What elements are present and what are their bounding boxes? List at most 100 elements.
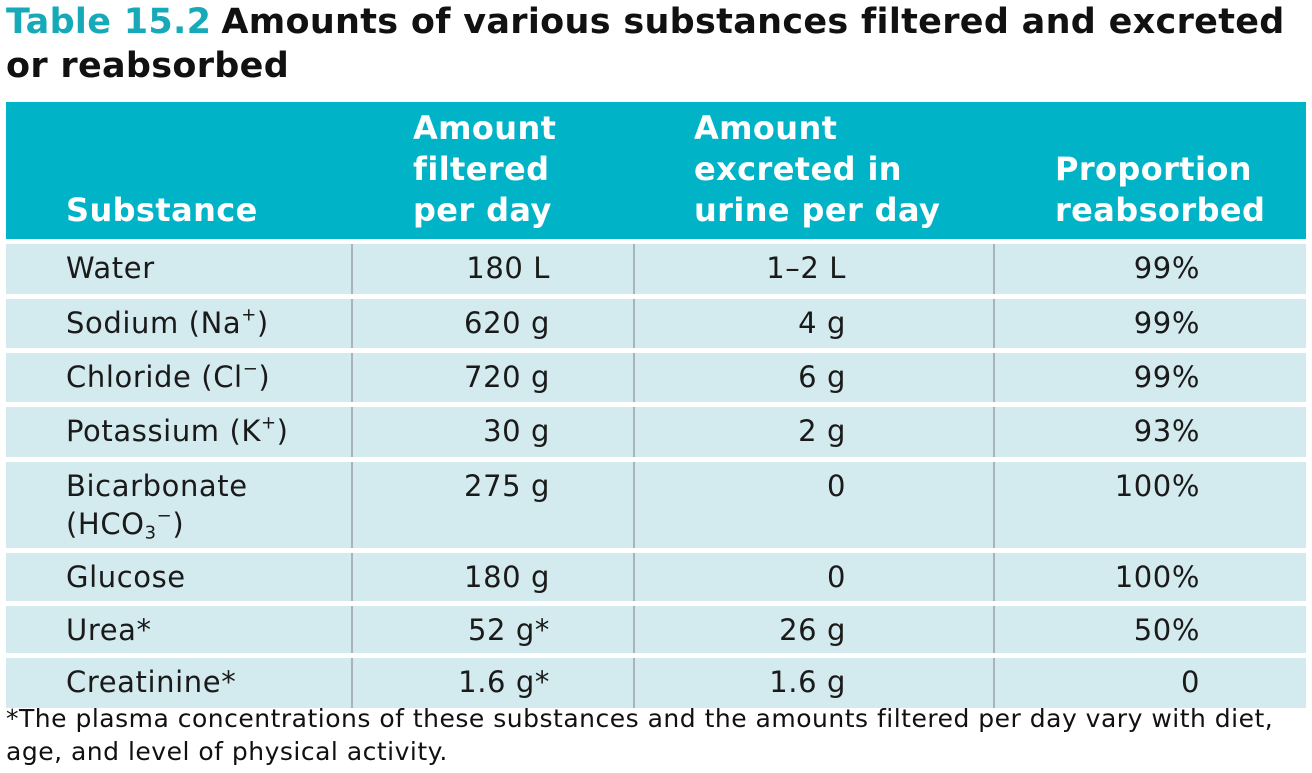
cell-filtered: 30 g: [483, 414, 550, 448]
table-row: Bicarbonate (HCO3−) 275 g 0 100%: [6, 462, 1306, 548]
column-divider: [633, 353, 635, 402]
header-substance: Substance: [66, 191, 258, 229]
column-divider: [351, 658, 353, 708]
substance-name: Glucose: [66, 560, 186, 594]
header-amount-excreted: Amount excreted in urine per day: [694, 108, 940, 231]
column-divider: [993, 462, 995, 548]
column-divider: [351, 606, 353, 653]
column-divider: [993, 353, 995, 402]
header-line: reabsorbed: [1055, 191, 1266, 229]
subscript: 3: [144, 522, 157, 544]
column-divider: [351, 407, 353, 457]
column-divider: [993, 299, 995, 348]
cell-excreted: 26 g: [779, 613, 846, 647]
column-divider: [993, 407, 995, 457]
header-line: urine per day: [694, 191, 941, 229]
table-number: Table 15.2: [6, 2, 212, 42]
column-divider: [633, 407, 635, 457]
cell-filtered: 52 g*: [467, 613, 550, 647]
cell-excreted: 2 g: [798, 414, 846, 448]
cell-substance: Bicarbonate (HCO3−): [66, 467, 248, 543]
cell-substance: Glucose: [66, 558, 186, 596]
header-line: Amount: [413, 109, 557, 147]
table-row: Urea* 52 g* 26 g 50%: [6, 606, 1306, 653]
table-row: Glucose 180 g 0 100%: [6, 553, 1306, 601]
closing-paren: ): [258, 360, 271, 394]
cell-substance: Potassium (K+): [66, 412, 289, 450]
cell-reabsorbed: 99%: [1133, 306, 1200, 340]
table-row: Potassium (K+) 30 g 2 g 93%: [6, 407, 1306, 457]
closing-paren: ): [276, 414, 289, 448]
cell-reabsorbed: 99%: [1133, 251, 1200, 285]
substance-name: Urea*: [66, 613, 152, 647]
table-caption: Amounts of various substances filtered a…: [6, 2, 1285, 86]
column-divider: [633, 244, 635, 294]
column-divider: [351, 353, 353, 402]
column-divider: [351, 244, 353, 294]
header-amount-filtered: Amount filtered per day: [413, 108, 556, 231]
closing-paren: ): [172, 507, 185, 541]
cell-excreted: 4 g: [798, 306, 846, 340]
substance-name: Potassium (K: [66, 414, 261, 448]
substance-name: Water: [66, 251, 155, 285]
header-proportion-reabsorbed: Proportion reabsorbed: [1055, 149, 1265, 231]
cell-reabsorbed: 50%: [1133, 613, 1200, 647]
column-divider: [993, 658, 995, 708]
column-divider: [633, 462, 635, 548]
cell-reabsorbed: 0: [1180, 665, 1200, 699]
header-line: filtered: [413, 150, 550, 188]
cell-excreted: 1.6 g: [769, 665, 846, 699]
column-divider: [351, 553, 353, 601]
closing-paren: ): [256, 306, 269, 340]
cell-substance: Chloride (Cl−): [66, 358, 270, 396]
column-divider: [993, 606, 995, 653]
cell-filtered: 180 g: [464, 560, 550, 594]
cell-reabsorbed: 99%: [1133, 360, 1200, 394]
substance-name: Chloride (Cl: [66, 360, 243, 394]
column-divider: [633, 553, 635, 601]
cell-substance: Sodium (Na+): [66, 304, 269, 342]
column-divider: [351, 462, 353, 548]
table-row: Creatinine* 1.6 g* 1.6 g 0: [6, 658, 1306, 708]
table-row: Chloride (Cl−) 720 g 6 g 99%: [6, 353, 1306, 402]
column-divider: [993, 244, 995, 294]
cell-reabsorbed: 93%: [1133, 414, 1200, 448]
column-divider: [351, 299, 353, 348]
cell-reabsorbed: 100%: [1114, 469, 1200, 503]
cell-substance: Urea*: [66, 611, 152, 649]
cell-excreted: 0: [826, 560, 846, 594]
cell-filtered: 1.6 g*: [458, 665, 550, 699]
table-header: Substance Amount filtered per day Amount…: [6, 102, 1306, 239]
substance-name: Sodium (Na: [66, 306, 242, 340]
table-footnote: *The plasma concentrations of these subs…: [6, 704, 1274, 766]
superscript: +: [261, 412, 277, 434]
substance-name: Bicarbonate: [66, 469, 248, 503]
header-line: Proportion: [1055, 150, 1252, 188]
table-title: Table 15.2 Amounts of various substances …: [6, 0, 1306, 88]
cell-reabsorbed: 100%: [1114, 560, 1200, 594]
superscript: −: [156, 505, 173, 527]
cell-substance: Creatinine*: [66, 663, 236, 701]
column-divider: [633, 606, 635, 653]
table-row: Sodium (Na+) 620 g 4 g 99%: [6, 299, 1306, 348]
header-line: excreted in: [694, 150, 902, 188]
header-line: Amount: [694, 109, 838, 147]
cell-excreted: 1–2 L: [766, 251, 846, 285]
substance-formula: (HCO: [66, 507, 145, 541]
substance-name: Creatinine*: [66, 665, 237, 699]
column-divider: [633, 299, 635, 348]
table-row: Water 180 L 1–2 L 99%: [6, 244, 1306, 294]
header-line: per day: [413, 191, 552, 229]
cell-substance: Water: [66, 249, 155, 287]
superscript: +: [241, 304, 257, 326]
cell-filtered: 275 g: [464, 469, 550, 503]
column-divider: [633, 658, 635, 708]
cell-filtered: 180 L: [466, 251, 550, 285]
cell-excreted: 6 g: [798, 360, 846, 394]
cell-filtered: 720 g: [464, 360, 550, 394]
substances-table: Substance Amount filtered per day Amount…: [6, 102, 1306, 708]
superscript: −: [242, 358, 259, 380]
column-divider: [993, 553, 995, 601]
cell-filtered: 620 g: [464, 306, 550, 340]
